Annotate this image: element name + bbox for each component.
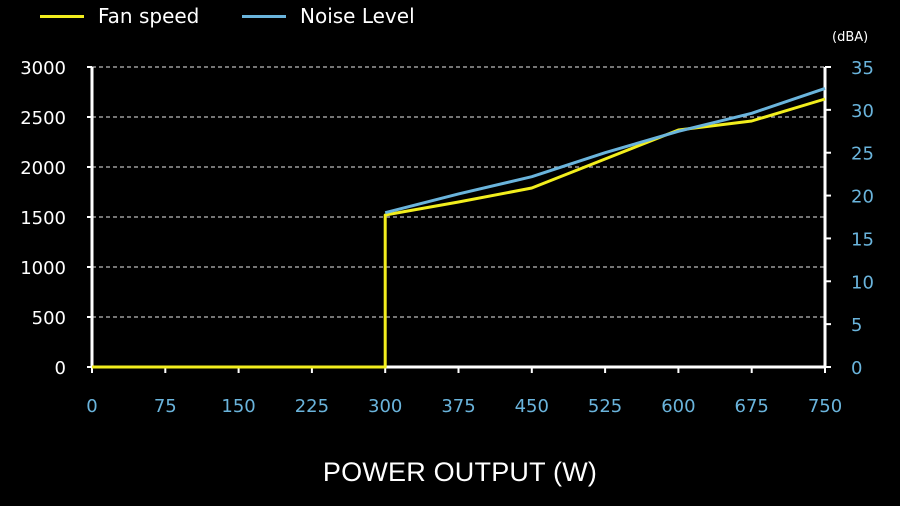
- x-tick-label: 0: [86, 396, 97, 417]
- legend-fan-speed: Fan speed: [40, 4, 199, 28]
- x-tick-label: 750: [808, 396, 842, 417]
- legend-label-fan-speed: Fan speed: [98, 4, 200, 28]
- y-right-tick-label: 20: [851, 187, 874, 208]
- y-right-tick-label: 35: [851, 58, 874, 79]
- x-axis-title: POWER OUTPUT (W): [322, 457, 598, 487]
- x-tick-label: 225: [295, 396, 329, 417]
- x-tick-label: 450: [515, 396, 549, 417]
- y-right-tick-label: 10: [851, 272, 874, 293]
- y-left-tick-label: 2500: [20, 108, 66, 129]
- x-tick-label: 150: [221, 396, 255, 417]
- y-left-tick-label: 0: [55, 358, 66, 379]
- legend-noise-level: Noise Level: [242, 4, 415, 28]
- y-left-tick-label: 1500: [20, 208, 66, 229]
- series-line-noise-level: [384, 86, 826, 215]
- y-right-tick-label: 0: [851, 358, 862, 379]
- x-tick-label: 675: [735, 396, 769, 417]
- y-right-tick-label: 30: [851, 101, 874, 122]
- x-tick-label: 375: [441, 396, 475, 417]
- y-right-tick-label: 5: [851, 315, 862, 336]
- noise-level-swatch: [242, 14, 286, 18]
- y-right-tick-label: 15: [851, 229, 874, 250]
- x-tick-label: 600: [661, 396, 695, 417]
- x-tick-label: 300: [368, 396, 402, 417]
- y-right-tick-label: 25: [851, 144, 874, 165]
- x-tick-label: 525: [588, 396, 622, 417]
- y-left-tick-label: 500: [32, 308, 66, 329]
- legend-label-noise-level: Noise Level: [300, 4, 415, 28]
- y-left-tick-label: 2000: [20, 158, 66, 179]
- series-line-fan-speed: [92, 97, 826, 369]
- right-axis-unit: (dBA): [832, 30, 869, 45]
- x-tick-label: 75: [154, 396, 177, 417]
- y-left-tick-label: 3000: [20, 58, 66, 79]
- fan-speed-swatch: [40, 14, 84, 18]
- y-left-tick-label: 1000: [20, 258, 66, 279]
